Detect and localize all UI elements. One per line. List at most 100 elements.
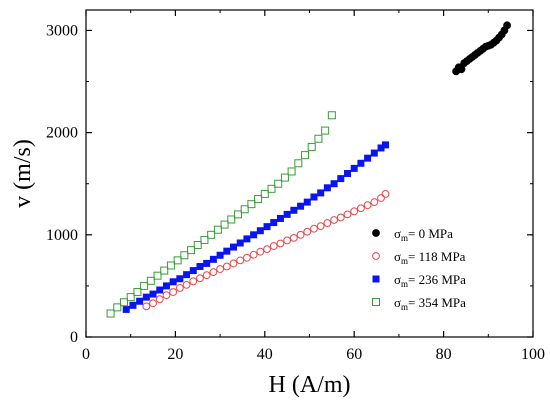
data-point (176, 275, 184, 283)
series-3 (106, 111, 336, 318)
data-point (222, 262, 231, 271)
data-point (207, 230, 216, 239)
data-point (289, 233, 298, 242)
data-point (193, 241, 202, 250)
data-point (236, 256, 245, 265)
data-point (377, 144, 385, 152)
data-point (296, 230, 305, 239)
data-point (254, 195, 263, 204)
data-point (227, 215, 236, 224)
legend-entry: σm= 0 MPa (394, 226, 453, 243)
data-point (183, 271, 191, 279)
data-point (155, 295, 164, 304)
data-point (503, 21, 511, 30)
data-point (256, 247, 265, 256)
data-point (294, 159, 303, 168)
x-tick-label: 100 (521, 346, 545, 363)
data-point (243, 235, 251, 243)
data-point (160, 266, 169, 275)
data-point (280, 173, 289, 182)
legend: σm= 0 MPa σm= 118 MPa σm= 236 MPa σm= 354 M… (372, 226, 466, 312)
data-point (129, 301, 137, 309)
data-point (113, 303, 122, 312)
data-point (146, 276, 155, 285)
data-point (276, 239, 285, 248)
x-tick-label: 40 (257, 346, 273, 363)
data-point (263, 245, 271, 254)
data-point (189, 277, 198, 286)
data-point (213, 225, 222, 234)
data-point (203, 259, 211, 267)
legend-entry: σm= 236 MPa (394, 272, 466, 289)
data-point (263, 223, 271, 231)
y-tick-label: 1000 (46, 227, 78, 244)
data-point (336, 213, 345, 222)
y-tick-label: 2000 (46, 125, 78, 142)
series-2 (122, 141, 389, 313)
data-point (323, 219, 332, 227)
legend-entry: σm= 354 MPa (394, 295, 466, 312)
data-point (250, 231, 258, 239)
data-point (175, 284, 184, 292)
data-point (269, 242, 278, 250)
y-tick-label: 0 (70, 329, 78, 346)
series-1 (142, 190, 390, 311)
data-point (173, 256, 182, 265)
data-point (236, 239, 244, 247)
x-tick-label: 80 (436, 346, 452, 363)
data-point (196, 262, 204, 270)
series-0 (452, 21, 511, 76)
data-point (180, 251, 189, 260)
data-point (270, 219, 278, 227)
data-point (223, 247, 231, 255)
legend-marker (372, 298, 380, 306)
data-point (122, 305, 130, 313)
data-point (357, 204, 365, 213)
data-point (209, 255, 217, 263)
data-point (229, 259, 238, 268)
legend-marker (372, 275, 380, 283)
data-point (267, 184, 276, 193)
data-point (303, 227, 312, 236)
data-point (182, 280, 191, 289)
data-point (196, 274, 204, 283)
data-point (357, 159, 365, 167)
data-point (363, 201, 372, 210)
x-tick-label: 20 (167, 346, 183, 363)
data-point (209, 268, 218, 277)
data-point (220, 220, 229, 229)
data-point (142, 293, 150, 301)
data-point (310, 193, 318, 201)
data-point (166, 261, 175, 270)
data-point (370, 198, 379, 207)
data-point (149, 299, 157, 308)
data-point (381, 141, 389, 149)
data-point (323, 184, 331, 192)
data-point (187, 246, 196, 255)
data-point (216, 251, 224, 259)
data-point (156, 286, 164, 294)
legend-marker (372, 229, 380, 237)
data-point (350, 207, 359, 216)
data-point (169, 278, 177, 286)
data-point (314, 134, 323, 143)
data-point (240, 205, 249, 214)
data-point (200, 235, 209, 244)
data-point (249, 250, 258, 259)
data-point (247, 200, 256, 209)
data-point (133, 288, 142, 297)
data-point (337, 175, 345, 183)
x-tick-label: 60 (346, 346, 362, 363)
x-tick-label: 0 (82, 346, 90, 363)
data-point (310, 224, 318, 233)
data-point (327, 111, 336, 120)
data-point (126, 293, 135, 302)
data-marks (106, 21, 511, 318)
legend-entry: σm= 118 MPa (394, 249, 466, 266)
x-axis-label: H (A/m) (269, 372, 351, 398)
data-point (283, 236, 292, 245)
data-point (317, 189, 325, 197)
data-point (260, 189, 269, 198)
data-point (136, 297, 144, 305)
